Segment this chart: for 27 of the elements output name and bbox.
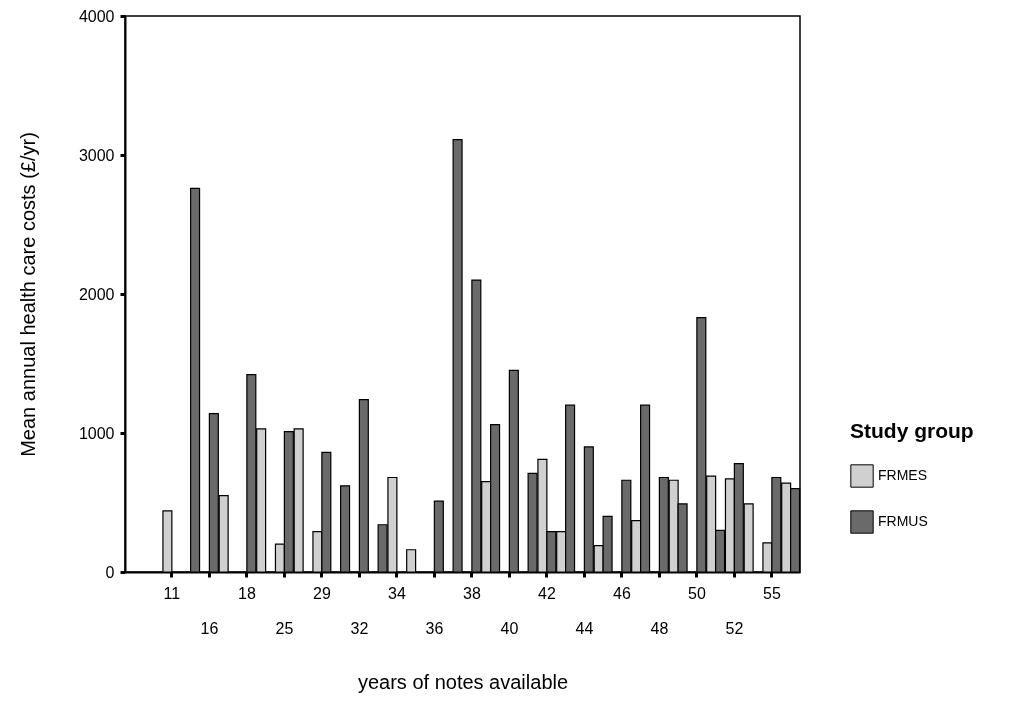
x-tick-label: 52 — [725, 619, 744, 637]
y-tick-label: 4000 — [78, 7, 115, 25]
x-tick-label: 48 — [650, 619, 669, 637]
x-tick-label: 32 — [350, 619, 369, 637]
x-tick-label: 42 — [537, 584, 556, 602]
x-axis-title: years of notes available — [357, 670, 569, 693]
legend-title: Study group — [850, 419, 974, 442]
x-tick-label: 11 — [163, 584, 181, 602]
x-tick-label: 44 — [575, 619, 594, 637]
x-tick-label: 55 — [762, 584, 781, 602]
legend-label: FRMUS — [878, 513, 928, 529]
y-tick-label: 0 — [105, 563, 115, 581]
y-axis-title: Mean annual health care costs (£/yr) — [16, 132, 39, 457]
y-tick-label: 1000 — [78, 424, 115, 442]
x-tick-label: 38 — [462, 584, 481, 602]
x-tick-label: 34 — [387, 584, 406, 602]
x-tick-label: 46 — [612, 584, 631, 602]
x-tick-label: 16 — [200, 619, 219, 637]
x-tick-label: 40 — [500, 619, 519, 637]
y-tick-label: 2000 — [78, 285, 115, 303]
x-tick-label: 36 — [425, 619, 444, 637]
legend-label: FRMES — [878, 467, 927, 483]
x-tick-label: 50 — [687, 584, 706, 602]
x-tick-label: 18 — [237, 584, 256, 602]
y-tick-label: 3000 — [78, 146, 115, 164]
x-tick-label: 29 — [312, 584, 331, 602]
x-tick-label: 25 — [275, 619, 294, 637]
